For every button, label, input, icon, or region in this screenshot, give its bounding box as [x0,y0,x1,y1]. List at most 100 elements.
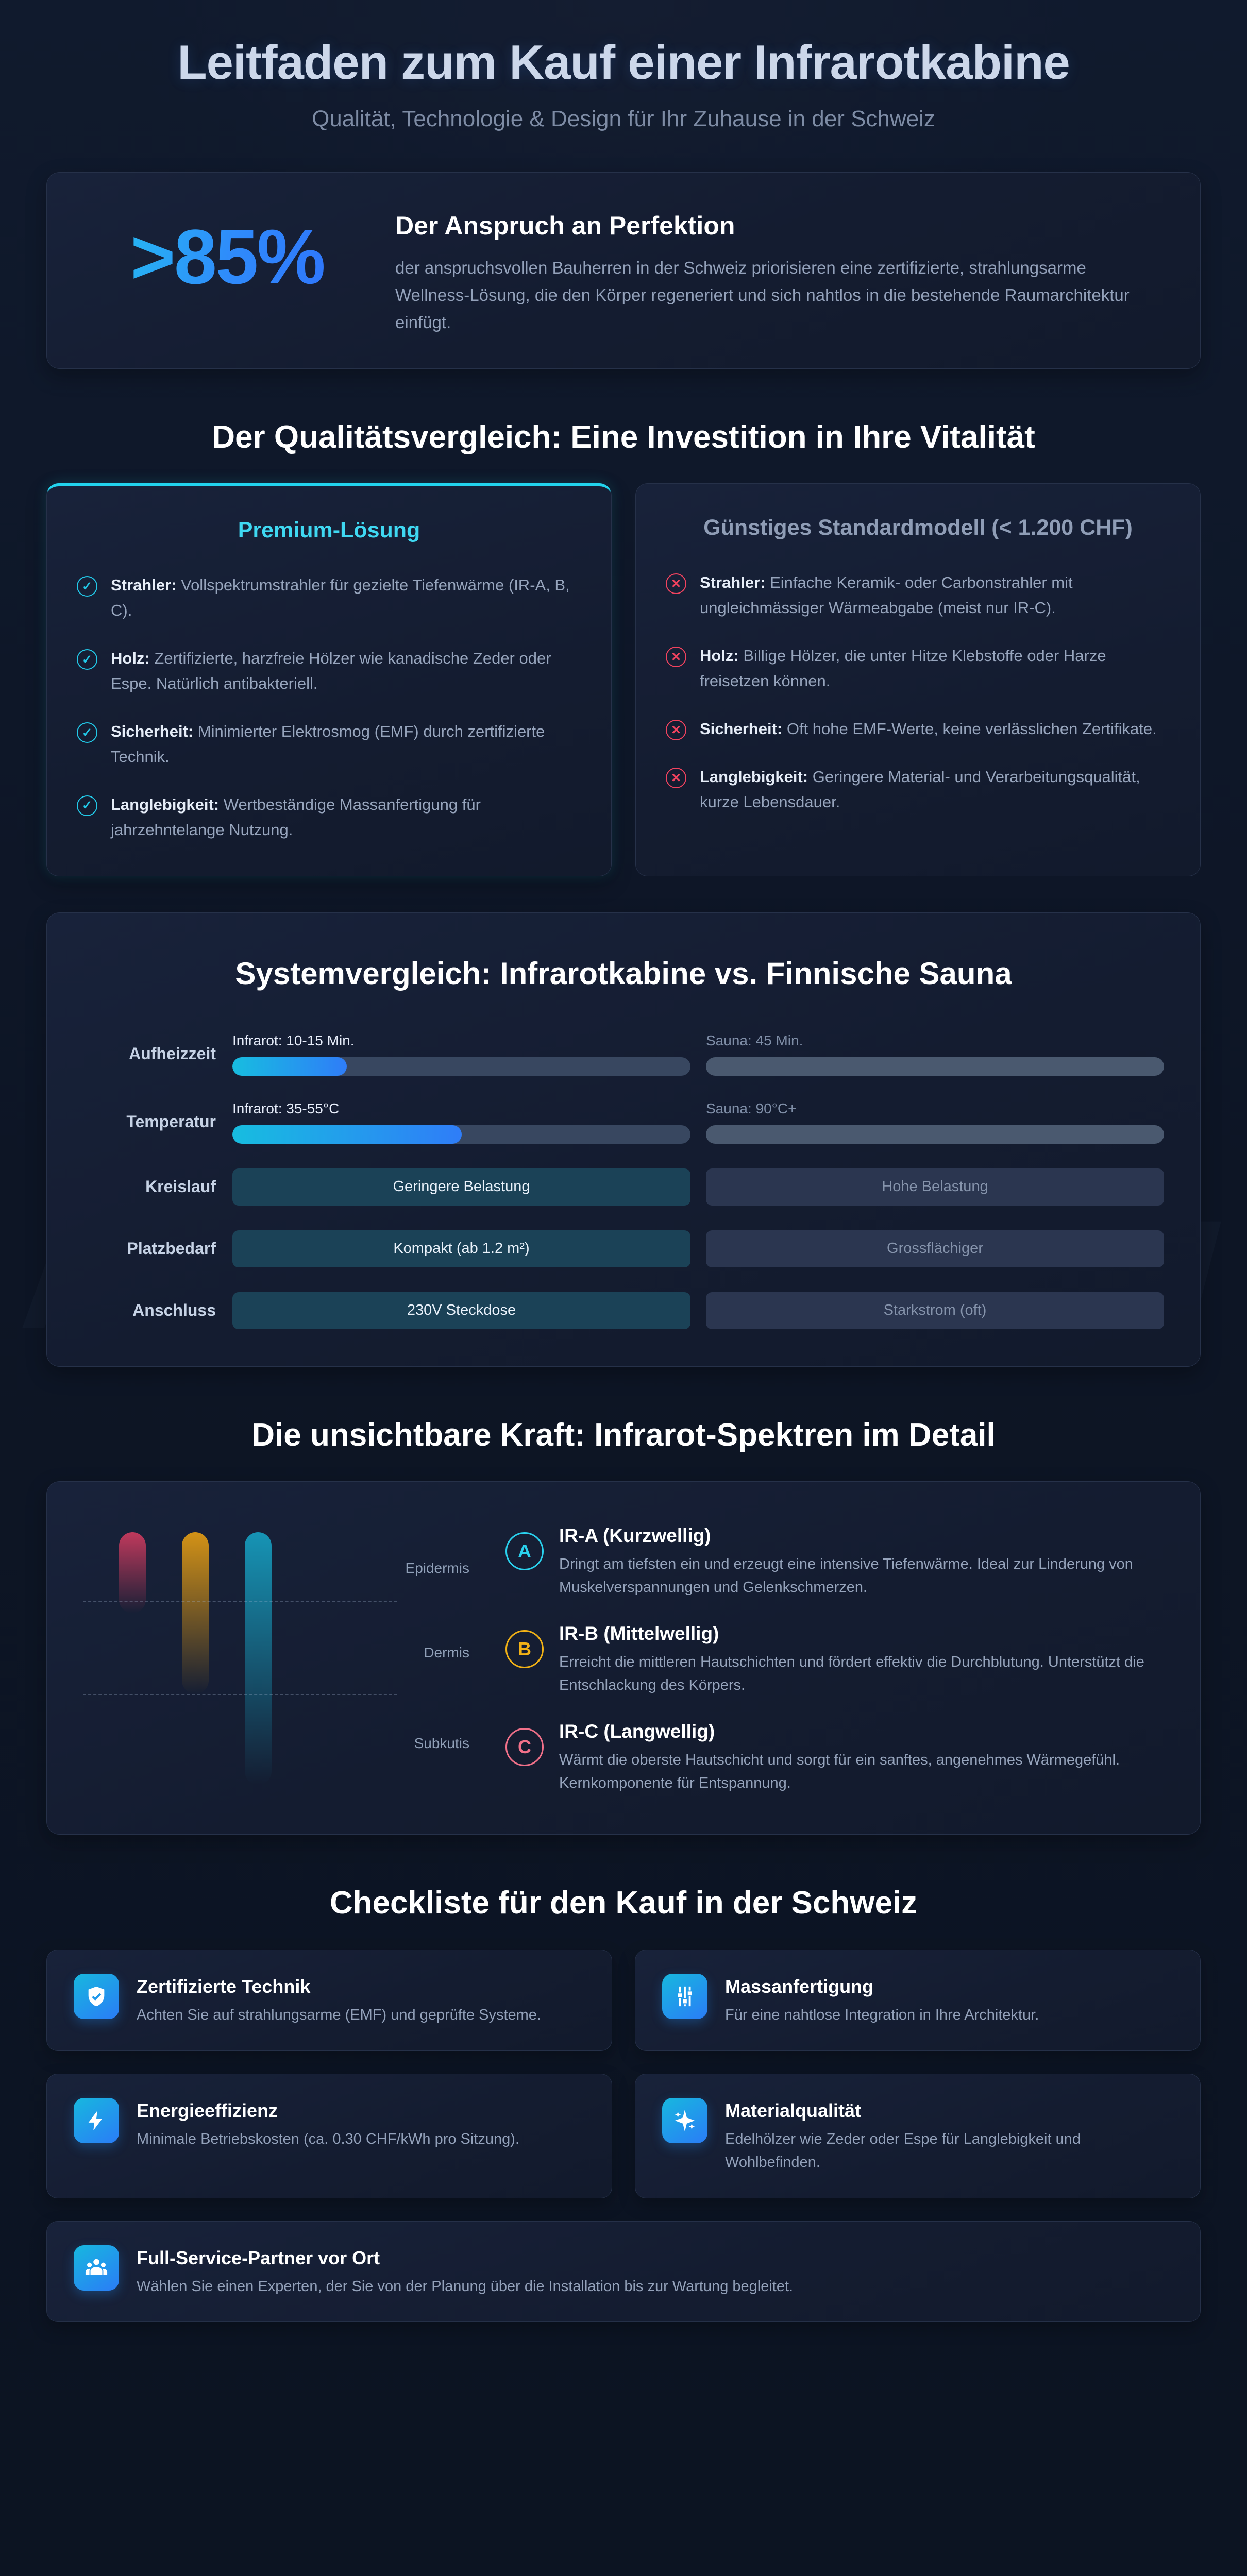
skin-penetration-chart: Epidermis Dermis Subkutis [83,1513,485,1801]
checklist-card-text: Achten Sie auf strahlungsarme (EMF) und … [137,2006,541,2023]
hero-section: Leitfaden zum Kauf einer Infrarotkabine … [46,0,1201,132]
compare-item-text: Strahler: Einfache Keramik- oder Carbons… [700,573,1073,617]
infrared-cell: Infrarot: 35-55°C [232,1100,690,1144]
system-comparison-card: Systemvergleich: Infrarotkabine vs. Finn… [46,912,1201,1367]
bar-track [232,1125,690,1144]
x-circle-icon: ✕ [666,647,686,668]
checklist-card-body: Full-Service-Partner vor Ort Wählen Sie e… [137,2245,1173,2298]
budget-model-card: Günstiges Standardmodell (< 1.200 CHF) ✕… [635,483,1201,876]
x-circle-icon: ✕ [666,573,686,595]
comparison-row: Anschluss 230V Steckdose Starkstrom (oft) [83,1292,1164,1329]
x-circle-icon: ✕ [666,768,686,788]
stat-description: der anspruchsvollen Bauherren in der Sch… [395,258,1130,332]
spectrum-item-title: IR-C (Langwellig) [559,1721,715,1742]
stat-highlight-card: >85% Der Anspruch an Perfektion der ansp… [46,172,1201,369]
checklist-card-body: Materialqualität Edelhölzer wie Zeder ode… [725,2098,1173,2174]
sauna-cell: Hohe Belastung [706,1168,1164,1206]
check-circle-icon: ✓ [77,576,97,597]
quality-compare-grid: Premium-Lösung ✓ Strahler: Vollspektrumst… [46,483,1201,876]
bar-caption: Sauna: 45 Min. [706,1032,803,1048]
checklist-card-body: Energieeffizienz Minimale Betriebskosten … [137,2098,585,2151]
infrared-cell: Kompakt (ab 1.2 m²) [232,1230,690,1267]
stat-body: Der Anspruch an Perfektion der anspruchs… [395,201,1164,336]
spectrum-badge-c: C [505,1728,544,1767]
comparison-pill: Geringere Belastung [232,1168,690,1206]
infrared-cell: Infrarot: 10-15 Min. [232,1032,690,1076]
comparison-pill: Grossflächiger [706,1230,1164,1267]
compare-item-label: Strahler: [700,573,766,592]
bolt-icon [74,2097,119,2143]
bar-track [706,1057,1164,1076]
comparison-pill: Kompakt (ab 1.2 m²) [232,1230,690,1267]
stat-value: >85% [83,201,372,295]
check-circle-icon: ✓ [77,795,97,816]
spectrum-badge-a: A [505,1532,544,1571]
compare-item-text: Sicherheit: Oft hohe EMF-Werte, keine ve… [700,720,1157,738]
penetration-bar-ir-b [182,1532,209,1694]
spectrum-item-title: IR-B (Mittelwellig) [559,1623,719,1645]
comparison-row-cells: Geringere Belastung Hohe Belastung [232,1168,1164,1206]
infrared-cell: 230V Steckdose [232,1292,690,1329]
compare-list-item: ✓ Langlebigkeit: Wertbeständige Massanfer… [77,792,581,843]
checklist-card-text: Wählen Sie einen Experten, der Sie von d… [137,2278,794,2295]
checklist-card-title: Full-Service-Partner vor Ort [137,2247,380,2268]
premium-card-title: Premium-Lösung [238,518,420,543]
comparison-row: Kreislauf Geringere Belastung Hohe Belastu… [83,1168,1164,1206]
spectrum-item: C IR-C (Langwellig) Wärmt die oberste Haut… [505,1721,1164,1795]
spectrum-item-body: IR-B (Mittelwellig) Erreicht die mittlere… [559,1623,1164,1697]
checklist-card-body: Massanfertigung Für eine nahtlose Integra… [725,1974,1173,2027]
comparison-row-label: Anschluss [132,1301,216,1320]
system-comparison-rows: Aufheizzeit Infrarot: 10-15 Min. Sauna: 45… [83,1032,1164,1329]
compare-list-item: ✓ Strahler: Vollspektrumstrahler für gezi… [77,573,581,623]
bar-fill [232,1125,462,1144]
spectrum-item-text: Erreicht die mittleren Hautschichten und… [559,1654,1144,1694]
comparison-pill: 230V Steckdose [232,1292,690,1329]
bar-caption: Infrarot: 10-15 Min. [232,1032,355,1048]
page-subtitle: Qualität, Technologie & Design für Ihr Z… [312,106,935,131]
sauna-cell: Sauna: 45 Min. [706,1032,1164,1076]
comparison-pill: Starkstrom (oft) [706,1292,1164,1329]
compare-item-label: Holz: [700,647,739,665]
premium-solution-card: Premium-Lösung ✓ Strahler: Vollspektrumst… [46,483,612,876]
skin-layer-divider [83,1601,397,1603]
people-icon [74,2245,119,2291]
checklist-card-title: Massanfertigung [725,1975,874,1997]
skin-layer-label: Subkutis [414,1735,469,1752]
quality-section-title: Der Qualitätsvergleich: Eine Investition… [212,419,1035,455]
penetration-bar-ir-a [245,1532,272,1785]
comparison-row: Aufheizzeit Infrarot: 10-15 Min. Sauna: 45… [83,1032,1164,1076]
compare-list-item: ✓ Sicherheit: Minimierter Elektrosmog (EM… [77,719,581,770]
spectrum-item-body: IR-C (Langwellig) Wärmt die oberste Hauts… [559,1721,1164,1795]
checklist-card: Massanfertigung Für eine nahtlose Integra… [635,1949,1201,2051]
compare-item-text: Sicherheit: Minimierter Elektrosmog (EMF… [111,722,545,766]
spectrum-legend-list: A IR-A (Kurzwellig) Dringt am tiefsten ein… [505,1513,1164,1801]
checklist-card: Zertifizierte Technik Achten Sie auf stra… [46,1949,612,2051]
compare-item-label: Sicherheit: [700,720,783,738]
comparison-row-cells: 230V Steckdose Starkstrom (oft) [232,1292,1164,1329]
compare-list-item: ✕ Strahler: Einfache Keramik- oder Carbon… [666,570,1170,621]
compare-item-label: Sicherheit: [111,722,194,741]
spectrum-section-title: Die unsichtbare Kraft: Infrarot-Spektren… [251,1417,996,1453]
checklist-card: Full-Service-Partner vor Ort Wählen Sie e… [46,2221,1201,2323]
spectrum-item-body: IR-A (Kurzwellig) Dringt am tiefsten ein … [559,1525,1164,1599]
checklist-card-text: Edelhölzer wie Zeder oder Espe für Langl… [725,2130,1081,2171]
checklist-card-title: Materialqualität [725,2099,862,2121]
skin-layer-label: Epidermis [405,1560,469,1577]
comparison-row-label: Temperatur [126,1112,216,1131]
sliders-icon [662,1973,707,2019]
spectrum-item-title: IR-A (Kurzwellig) [559,1525,711,1547]
comparison-row-label: Kreislauf [145,1177,216,1196]
bar-track [706,1125,1164,1144]
spectrum-badge-b: B [505,1630,544,1669]
check-circle-icon: ✓ [77,722,97,743]
spectrum-item-text: Dringt am tiefsten ein und erzeugt eine … [559,1556,1133,1596]
comparison-row-label: Aufheizzeit [129,1044,216,1063]
penetration-bars [119,1532,335,1785]
checklist-card: Energieeffizienz Minimale Betriebskosten … [46,2073,612,2198]
checklist-card-text: Für eine nahtlose Integration in Ihre Ar… [725,2006,1039,2023]
sauna-cell: Starkstrom (oft) [706,1292,1164,1329]
system-comparison-title: Systemvergleich: Infrarotkabine vs. Finn… [235,956,1012,991]
shield-check-icon [74,1973,119,2019]
skin-layer-divider [83,1694,397,1696]
comparison-row-cells: Kompakt (ab 1.2 m²) Grossflächiger [232,1230,1164,1267]
